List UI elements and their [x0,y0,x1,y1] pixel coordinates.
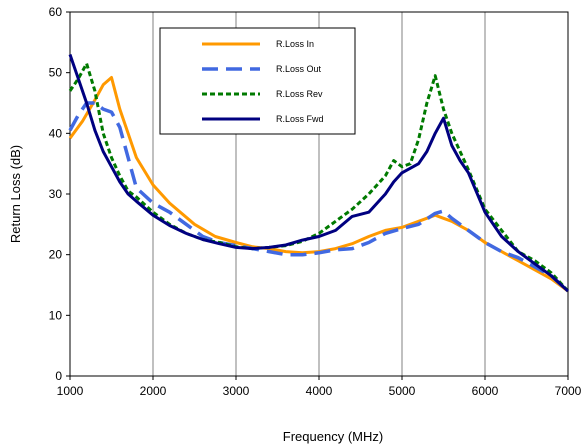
y-tick-label: 50 [49,66,63,80]
y-tick-label: 0 [55,369,62,383]
x-axis-title: Frequency (MHz) [283,429,383,444]
x-tick-label: 3000 [223,384,250,398]
x-tick-label: 6000 [472,384,499,398]
legend-label: R.Loss Out [276,64,322,74]
legend-label: R.Loss Rev [276,89,323,99]
series-line-r-loss-out [68,101,570,293]
y-tick-label: 40 [49,126,63,140]
series-line-r-loss-fwd [68,54,570,293]
y-tick-label: 60 [49,5,63,19]
y-tick-label: 20 [49,248,63,262]
x-tick-label: 2000 [140,384,167,398]
series-line-r-loss-rev [68,62,570,293]
y-tick-label: 30 [49,187,63,201]
x-tick-label: 7000 [555,384,582,398]
x-tick-label: 5000 [389,384,416,398]
y-tick-label: 10 [49,308,63,322]
legend-label: R.Loss Fwd [276,114,324,124]
legend-box [159,27,356,135]
legend-label: R.Loss In [276,39,314,49]
y-axis-title: Return Loss (dB) [8,145,23,243]
x-tick-label: 1000 [57,384,84,398]
x-tick-label: 4000 [306,384,333,398]
